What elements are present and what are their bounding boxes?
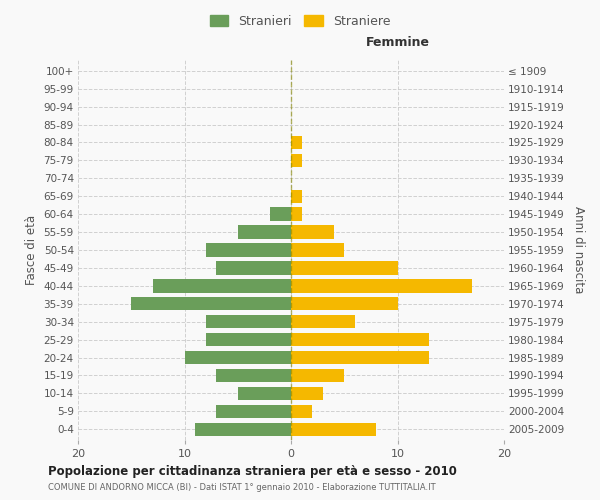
Bar [291,315,355,328]
Bar [291,386,323,400]
Y-axis label: Fasce di età: Fasce di età [25,215,38,285]
Bar [291,369,344,382]
Bar [291,422,376,436]
Bar [291,244,344,256]
Bar [291,261,398,274]
Bar [131,297,291,310]
Bar [238,386,291,400]
Bar [152,279,291,292]
Text: COMUNE DI ANDORNO MICCA (BI) - Dati ISTAT 1° gennaio 2010 - Elaborazione TUTTITA: COMUNE DI ANDORNO MICCA (BI) - Dati ISTA… [48,482,436,492]
Bar [291,190,302,203]
Bar [217,261,291,274]
Bar [206,315,291,328]
Bar [238,226,291,239]
Bar [291,154,302,167]
Bar [291,333,430,346]
Bar [291,136,302,149]
Bar [206,333,291,346]
Bar [291,297,398,310]
Text: Popolazione per cittadinanza straniera per età e sesso - 2010: Popolazione per cittadinanza straniera p… [48,465,457,478]
Bar [185,351,291,364]
Bar [270,208,291,221]
Y-axis label: Anni di nascita: Anni di nascita [572,206,585,294]
Bar [291,279,472,292]
Bar [195,422,291,436]
Bar [206,244,291,256]
Bar [291,404,313,418]
Bar [217,404,291,418]
Bar [291,208,302,221]
Text: Femmine: Femmine [365,36,430,49]
Legend: Stranieri, Straniere: Stranieri, Straniere [206,11,394,32]
Bar [291,226,334,239]
Bar [217,369,291,382]
Bar [291,351,430,364]
